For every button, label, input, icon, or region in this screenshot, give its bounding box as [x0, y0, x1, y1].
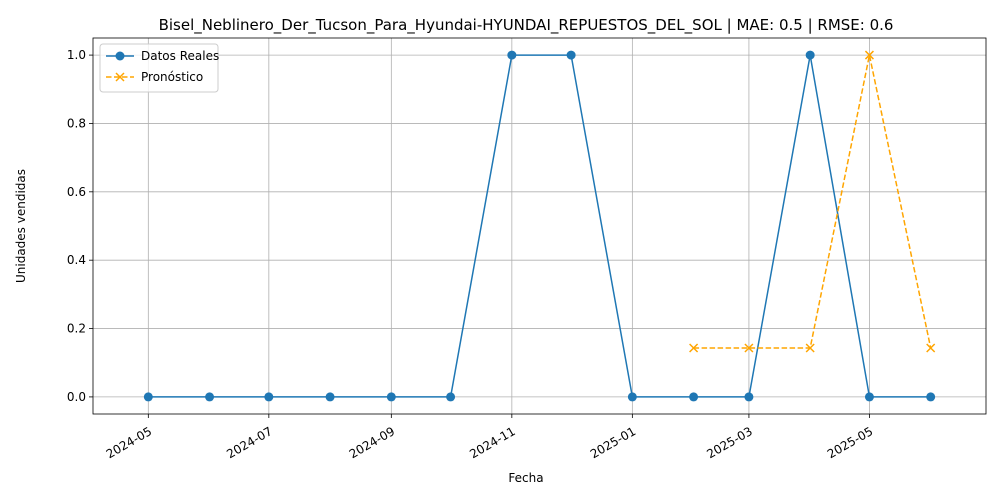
legend: Datos Reales Pronóstico: [99, 43, 219, 93]
data-point: [115, 72, 125, 82]
data-point: [926, 343, 936, 353]
legend-entry: Pronóstico: [106, 70, 203, 84]
chart-title: Bisel_Neblinero_Der_Tucson_Para_Hyundai-…: [159, 16, 894, 35]
data-point: [805, 343, 815, 353]
y-tick-label: 0.6: [67, 185, 86, 199]
legend-label: Datos Reales: [141, 49, 219, 63]
data-point: [864, 392, 874, 402]
data-point: [115, 51, 125, 61]
series-forecast: [689, 50, 936, 353]
data-point: [864, 50, 874, 60]
data-point: [689, 343, 699, 353]
data-point: [689, 392, 699, 402]
data-point: [744, 392, 754, 402]
series-actual: [143, 50, 936, 402]
data-point: [926, 392, 936, 402]
data-point: [386, 392, 396, 402]
data-point: [205, 392, 215, 402]
data-point: [627, 392, 637, 402]
legend-label: Pronóstico: [141, 70, 203, 84]
data-point: [446, 392, 456, 402]
data-point: [143, 392, 153, 402]
y-tick-label: 0.0: [67, 390, 86, 404]
y-axis-label: Unidades vendidas: [14, 169, 28, 283]
data-point: [566, 50, 576, 60]
data-point: [805, 50, 815, 60]
data-point: [744, 343, 754, 353]
y-tick-label: 0.4: [67, 253, 86, 267]
legend-entries: Datos Reales Pronóstico: [106, 49, 219, 84]
plot-frame: [92, 37, 987, 415]
y-axis-ticks: 0.0 0.2 0.4 0.6 0.8 1.0: [67, 48, 93, 404]
y-tick-label: 0.2: [67, 322, 86, 336]
x-axis-label: Fecha: [508, 471, 543, 485]
data-point: [264, 392, 274, 402]
series-line: [148, 54, 931, 398]
y-tick-label: 0.8: [67, 116, 86, 130]
data-point: [325, 392, 335, 402]
legend-entry: Datos Reales: [106, 49, 219, 63]
data-point: [507, 50, 517, 60]
series-layer: [143, 50, 936, 402]
y-tick-label: 1.0: [67, 48, 86, 62]
